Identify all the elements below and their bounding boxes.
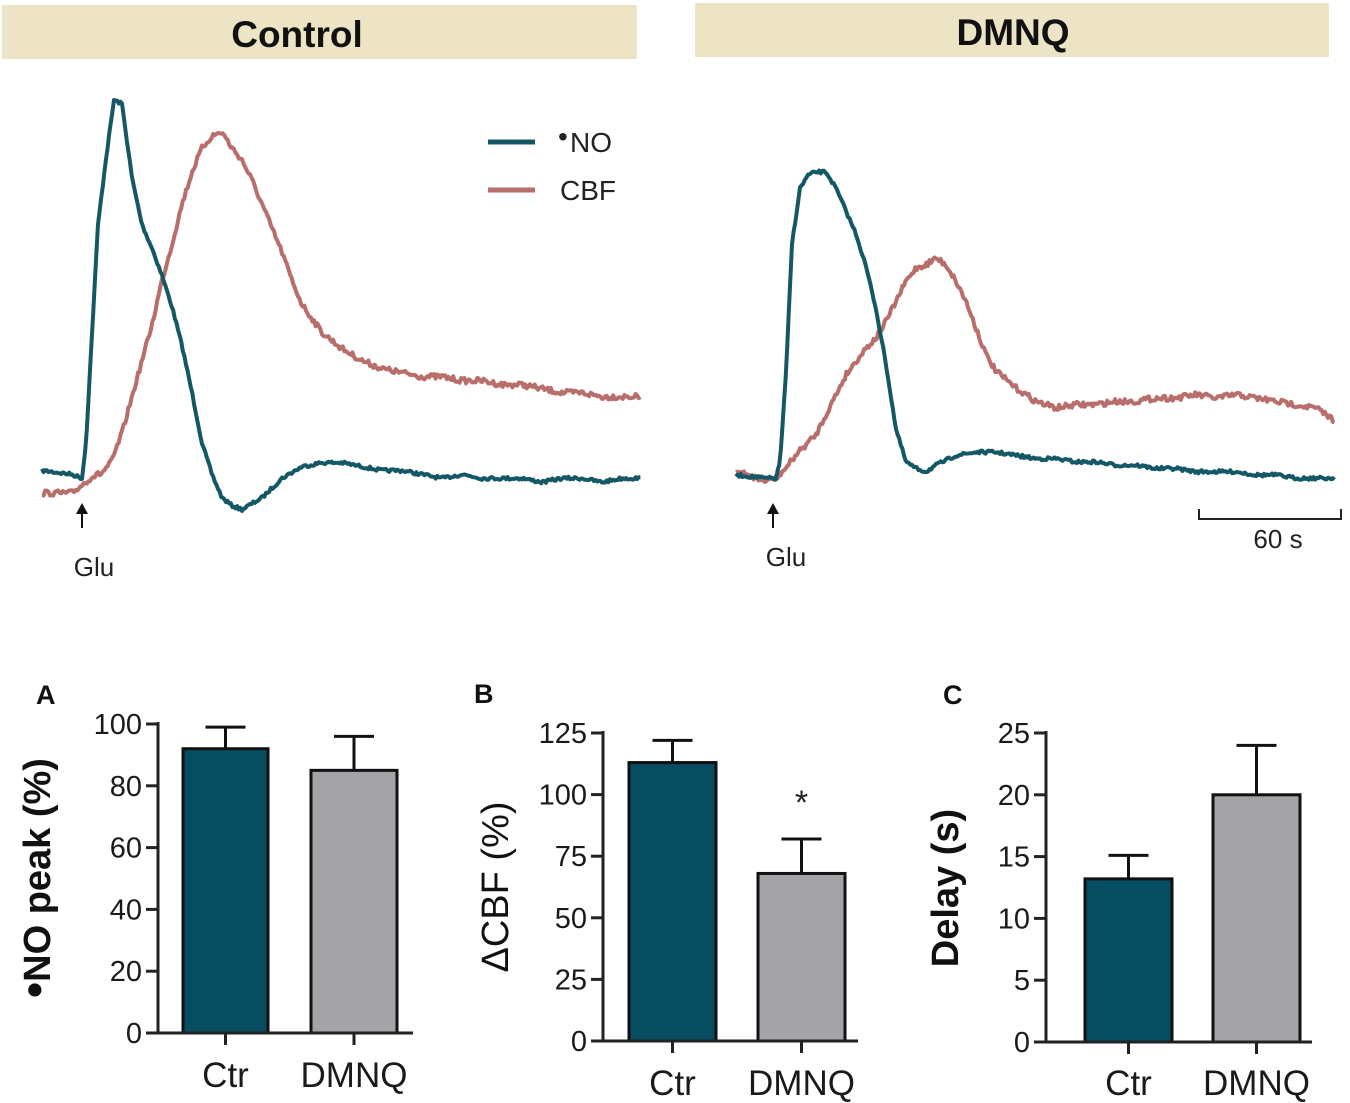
panel-a-category-dmnq: DMNQ [301, 1056, 408, 1095]
panel-b-y-tick-label: 0 [571, 1026, 587, 1058]
control-header-title: Control [231, 14, 363, 55]
panel-a-category-ctr: Ctr [202, 1056, 249, 1095]
panel-b-y-tick-label: 25 [555, 964, 587, 996]
panel-c-letter: C [943, 680, 963, 710]
panel-a-bar-dmnq [309, 768, 399, 1035]
control-trace-plot: Glu [40, 98, 642, 582]
panel-b-category-dmnq: DMNQ [748, 1064, 855, 1103]
panel-c-y-tick-label: 5 [1014, 965, 1030, 997]
panel-b-significance-dmnq: * [795, 784, 808, 822]
legend-no-label: NO [570, 127, 612, 158]
dmnq-no-trace [734, 168, 1336, 482]
panel-b-y-tick-label: 75 [555, 841, 587, 873]
panel-b-y-tick-label: 125 [539, 718, 587, 750]
panel-b-y-label-text: CBF (%) [475, 801, 517, 947]
panel-a-y-tick-label: 80 [110, 771, 142, 803]
panel-b-bar-ctr [627, 761, 718, 1043]
panel-a-y-label: •NO peak (%) [8, 758, 60, 998]
panel-a-y-label-text: NO peak (%) [17, 758, 59, 982]
panel-a-y-tick-label: 0 [126, 1018, 142, 1050]
panel-a-y-label-bullet: • [8, 982, 60, 998]
panel-b-y-tick-label: 100 [539, 780, 587, 812]
panel-b-y-label-symbol: Δ [475, 947, 517, 972]
panel-b-y-tick-label: 50 [555, 903, 587, 935]
panel-b-errorbar-ctr [652, 738, 693, 763]
dmnq-header-bg [695, 3, 1329, 57]
control-glu-label: Glu [74, 552, 114, 582]
dmnq-glu-arrow [767, 503, 779, 528]
panel-a-y-tick-label: 40 [110, 894, 142, 926]
panel-a-errorbar-ctr [205, 725, 246, 749]
panel-c-y-tick-label: 15 [998, 842, 1030, 874]
control-header-bg [2, 5, 637, 59]
panel-b-errorbar-dmnq [781, 837, 822, 874]
trace-legend: • NO CBF [488, 121, 616, 206]
panel-c-category-ctr: Ctr [1105, 1064, 1152, 1103]
panel-a-y-tick-label: 100 [94, 709, 142, 741]
scale-bar-label: 60 s [1253, 524, 1302, 554]
panel-c-errorbar-ctr [1108, 853, 1149, 879]
panel-a-letter: A [36, 680, 56, 710]
legend-no-bullet: • [558, 121, 568, 152]
panel-c-category-dmnq: DMNQ [1203, 1064, 1310, 1103]
panel-c-y-tick-label: 25 [998, 718, 1030, 750]
panel-c-errorbar-dmnq [1236, 743, 1277, 795]
panel-c-y-label: Delay (s) [925, 809, 967, 967]
panel-c-bar-dmnq [1211, 793, 1302, 1044]
panel-a-bar-ctr [181, 747, 270, 1035]
panel-c-bar-ctr [1083, 877, 1174, 1044]
panel-c-y-tick-label: 20 [998, 780, 1030, 812]
panel-c-y-tick-label: 10 [998, 903, 1030, 935]
panel-a-errorbar-dmnq [334, 734, 374, 771]
panel-b-y-label: ΔCBF (%) [475, 801, 517, 972]
control-no-trace [40, 98, 641, 513]
panel-a-no-peak-chart: A Ctr DMNQ 0 20 40 60 80 100 •NO peak (%) [8, 680, 413, 1095]
control-glu-arrow [76, 503, 88, 528]
panel-c-delay-chart: C Ctr DMNQ 0 5 10 15 20 25 Delay (s) [925, 680, 1312, 1103]
panel-a-y-tick-label: 60 [110, 833, 142, 865]
panel-b-category-ctr: Ctr [649, 1064, 696, 1103]
panel-c-y-tick-label: 0 [1014, 1027, 1030, 1059]
dmnq-trace-plot: Glu 60 s [734, 168, 1342, 572]
panel-b-letter: B [474, 679, 494, 709]
dmnq-header-title: DMNQ [956, 12, 1069, 53]
panel-b-cbf-chart: B Ctr DMNQ * 0 25 50 75 100 125 ΔCBF (%) [474, 679, 858, 1103]
legend-cbf-label: CBF [560, 175, 616, 206]
scale-bar [1198, 509, 1342, 520]
control-cbf-trace [41, 131, 642, 498]
panel-a-y-tick-label: 20 [110, 956, 142, 988]
panel-b-bar-dmnq [756, 871, 847, 1043]
dmnq-glu-label: Glu [766, 542, 806, 572]
dmnq-cbf-trace [735, 255, 1336, 484]
